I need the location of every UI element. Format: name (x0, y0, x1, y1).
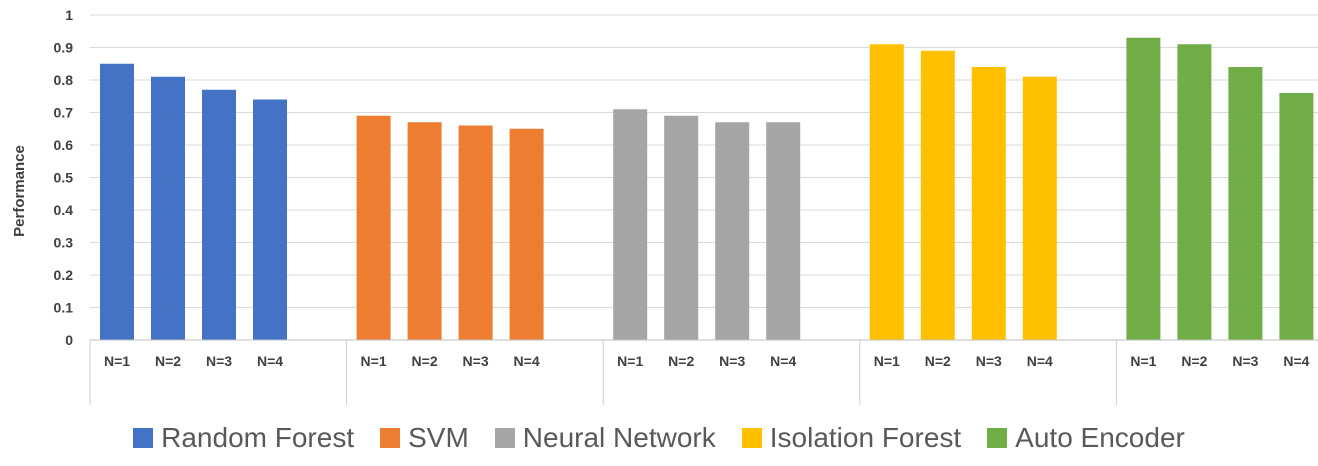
y-axis-title: Performance (11, 145, 28, 237)
bar (971, 67, 1006, 340)
x-tick-label: N=2 (925, 353, 951, 369)
legend-swatch (741, 428, 762, 448)
y-tick-label: 0.7 (54, 105, 74, 121)
x-tick-label: N=1 (104, 353, 130, 369)
bar (202, 89, 236, 340)
bar (356, 115, 391, 340)
y-tick-label: 1 (65, 7, 73, 23)
x-tick-label: N=2 (412, 353, 438, 369)
x-tick-label: N=4 (1027, 353, 1053, 369)
legend-item: Random Forest (133, 422, 354, 454)
bar (100, 63, 134, 340)
bars (100, 37, 1314, 340)
x-tick-label: N=1 (1130, 353, 1156, 369)
x-tick-label: N=3 (206, 353, 232, 369)
x-tick-label: N=1 (874, 353, 900, 369)
bar (1022, 76, 1057, 340)
y-tick-label: 0.1 (54, 300, 74, 316)
legend-item: SVM (380, 422, 469, 454)
bar (407, 122, 442, 340)
x-tick-label: N=1 (617, 353, 643, 369)
bar (151, 76, 185, 340)
x-tick-label: N=3 (719, 353, 745, 369)
bar (253, 99, 287, 340)
x-tick-label: N=1 (361, 353, 387, 369)
x-tick-label: N=3 (976, 353, 1002, 369)
x-tick-label: N=3 (463, 353, 489, 369)
bar (509, 128, 544, 340)
x-tick-label: N=2 (1181, 353, 1207, 369)
y-axis-ticks: 0 0.1 0.2 0.3 0.4 0.5 0.6 0.7 0.8 0.9 1 (54, 7, 74, 348)
bar (664, 115, 699, 340)
legend-swatch (987, 428, 1008, 448)
bar (715, 122, 750, 340)
x-tick-label: N=4 (257, 353, 283, 369)
y-tick-label: 0.4 (54, 202, 74, 218)
y-tick-label: 0.2 (54, 267, 74, 283)
legend-item: Neural Network (494, 422, 716, 454)
x-tick-label: N=4 (770, 353, 796, 369)
legend-swatch (494, 428, 515, 448)
bar (1126, 37, 1161, 340)
x-tick-label: N=2 (155, 353, 181, 369)
legend: Random Forest SVM Neural Network Isolation … (0, 420, 1318, 456)
y-tick-label: 0.5 (54, 170, 74, 186)
legend-label: SVM (408, 422, 469, 453)
legend-swatch (133, 428, 154, 448)
x-tick-label: N=2 (668, 353, 694, 369)
bar (869, 44, 904, 340)
legend-label: Neural Network (522, 422, 716, 453)
bar (458, 125, 493, 340)
bar (1177, 44, 1212, 340)
x-tick-label: N=3 (1232, 353, 1258, 369)
bar (613, 109, 648, 340)
x-axis: N=1 N=2 N=3 N=4 N=1 N=2 N=3 N=4 N=1 N=2 N=3 N=4 N=1 N… (89, 339, 1318, 405)
legend-item: Auto Encoder (987, 422, 1185, 454)
bar (766, 122, 801, 340)
y-tick-label: 0.6 (54, 137, 74, 153)
legend-label: Isolation Forest (769, 422, 962, 453)
x-tick-label: N=4 (1283, 353, 1309, 369)
y-tick-label: 0.8 (54, 72, 74, 88)
y-tick-label: 0 (65, 332, 73, 348)
legend-label: Random Forest (161, 422, 355, 453)
bar (920, 50, 955, 340)
bar (1228, 67, 1263, 340)
y-tick-label: 0.3 (54, 235, 74, 251)
bar (1279, 93, 1314, 340)
legend-item: Isolation Forest (741, 422, 962, 454)
gridlines (90, 14, 1318, 308)
y-tick-label: 0.9 (54, 40, 74, 56)
x-tick-label: N=4 (514, 353, 540, 369)
legend-swatch (380, 428, 401, 448)
legend-label: Auto Encoder (1015, 422, 1185, 453)
